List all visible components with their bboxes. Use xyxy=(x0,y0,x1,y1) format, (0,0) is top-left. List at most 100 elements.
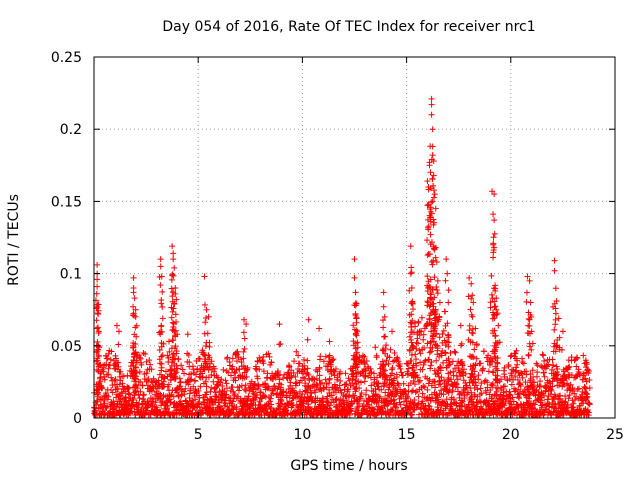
data-point xyxy=(101,400,108,407)
data-point xyxy=(424,224,431,231)
data-point xyxy=(196,355,203,362)
data-point xyxy=(560,368,567,375)
data-point xyxy=(235,387,242,394)
data-point xyxy=(406,312,413,319)
data-point xyxy=(433,357,440,364)
data-point xyxy=(160,378,167,385)
data-point xyxy=(492,363,499,370)
data-point xyxy=(159,374,166,381)
data-point xyxy=(428,199,435,206)
data-point xyxy=(192,371,199,378)
data-point xyxy=(175,356,182,363)
data-point xyxy=(546,401,553,408)
data-point xyxy=(459,398,466,405)
data-point xyxy=(505,361,512,368)
data-point xyxy=(241,316,248,323)
data-point xyxy=(575,385,582,392)
data-point xyxy=(552,321,559,328)
x-tick-label: 10 xyxy=(293,427,311,443)
data-point xyxy=(159,315,166,322)
data-point xyxy=(583,378,590,385)
data-point xyxy=(240,348,247,355)
data-point xyxy=(410,329,417,336)
data-point xyxy=(420,336,427,343)
data-point xyxy=(424,386,431,393)
data-point xyxy=(277,341,284,348)
data-point xyxy=(552,285,559,292)
data-point xyxy=(276,321,283,328)
data-point xyxy=(357,393,364,400)
data-point xyxy=(419,366,426,373)
data-point xyxy=(583,369,590,376)
data-point xyxy=(317,353,324,360)
data-point xyxy=(571,390,578,397)
data-point xyxy=(158,322,165,329)
data-point xyxy=(393,374,400,381)
data-point xyxy=(99,385,106,392)
data-point xyxy=(562,393,569,400)
data-point xyxy=(368,369,375,376)
data-point xyxy=(406,287,413,294)
data-point xyxy=(334,374,341,381)
data-point xyxy=(445,299,452,306)
data-point xyxy=(444,270,451,277)
data-point xyxy=(412,389,419,396)
data-point xyxy=(112,376,119,383)
data-point xyxy=(515,386,522,393)
data-point xyxy=(565,395,572,402)
data-point xyxy=(160,340,167,347)
data-point xyxy=(186,363,193,370)
data-point xyxy=(474,386,481,393)
data-point xyxy=(229,384,236,391)
data-point xyxy=(479,366,486,373)
data-point xyxy=(248,401,255,408)
data-point xyxy=(218,376,225,383)
data-point xyxy=(548,366,555,373)
data-point xyxy=(509,394,516,401)
data-point xyxy=(426,394,433,401)
data-point xyxy=(409,411,416,418)
data-point xyxy=(371,376,378,383)
data-point xyxy=(94,276,101,283)
data-point xyxy=(205,313,212,320)
data-point xyxy=(383,357,390,364)
data-point xyxy=(359,409,366,416)
data-point xyxy=(429,175,436,182)
data-point xyxy=(435,396,442,403)
data-point xyxy=(449,358,456,365)
data-point xyxy=(132,341,139,348)
data-point xyxy=(492,303,499,310)
data-point xyxy=(316,364,323,371)
data-point xyxy=(373,398,380,405)
data-point xyxy=(337,378,344,385)
data-point xyxy=(124,386,131,393)
data-point xyxy=(468,396,475,403)
data-point xyxy=(314,382,321,389)
data-points xyxy=(91,95,593,419)
data-point xyxy=(539,351,546,358)
data-point xyxy=(96,375,103,382)
data-point xyxy=(430,216,437,223)
data-point xyxy=(171,300,178,307)
data-point xyxy=(132,381,139,388)
data-point xyxy=(574,355,581,362)
data-point xyxy=(416,377,423,384)
data-point xyxy=(133,333,140,340)
data-point xyxy=(550,370,557,377)
data-point xyxy=(177,378,184,385)
data-point xyxy=(429,143,436,150)
data-point xyxy=(432,321,439,328)
data-point xyxy=(552,348,559,355)
data-point xyxy=(413,362,420,369)
data-point xyxy=(492,287,499,294)
data-point xyxy=(184,331,191,338)
data-point xyxy=(305,316,312,323)
data-point xyxy=(545,361,552,368)
data-point xyxy=(353,355,360,362)
data-point xyxy=(466,322,473,329)
data-point xyxy=(494,360,501,367)
data-point xyxy=(407,270,414,277)
data-point xyxy=(434,351,441,358)
data-point xyxy=(583,390,590,397)
data-point xyxy=(288,402,295,409)
